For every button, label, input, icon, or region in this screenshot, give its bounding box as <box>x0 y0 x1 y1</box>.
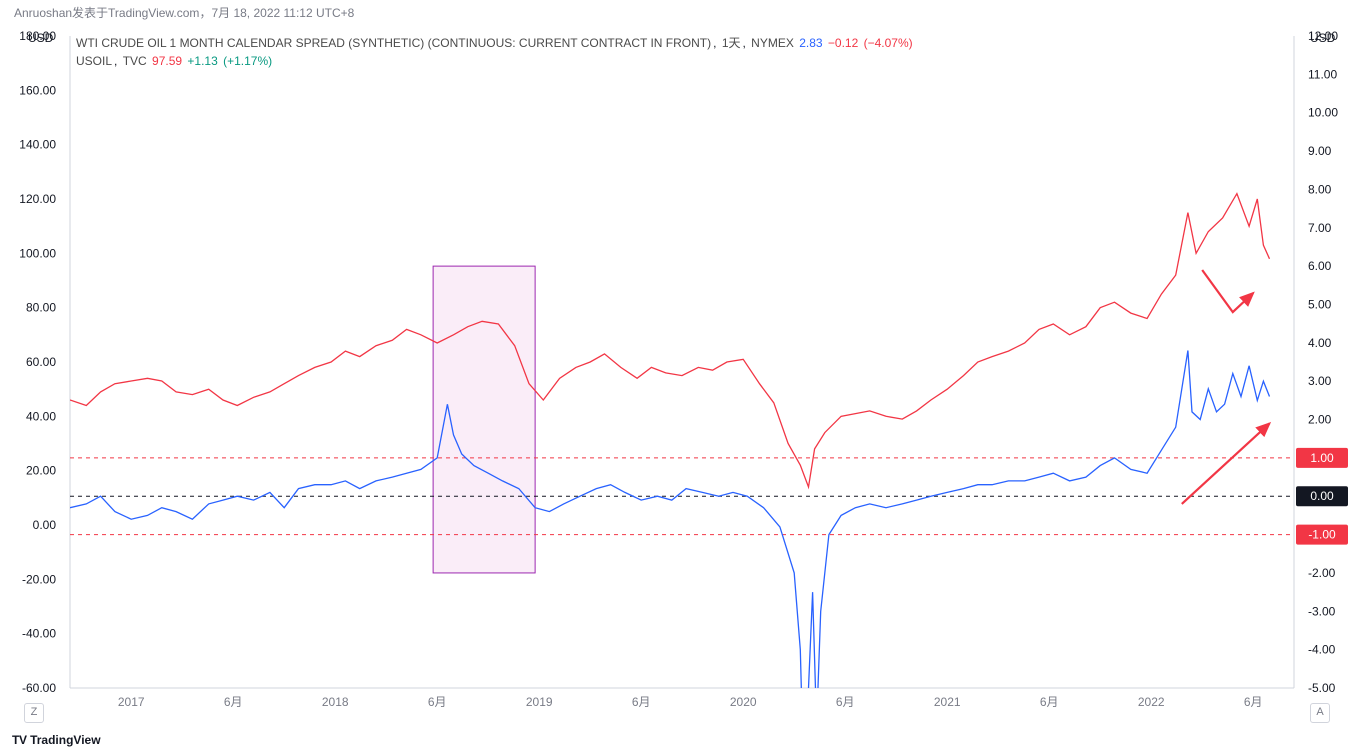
legend-row-2[interactable]: USOIL, TVC 97.59 +1.13 (+1.17%) <box>76 52 915 70</box>
svg-text:2020: 2020 <box>730 695 757 709</box>
svg-text:0.00: 0.00 <box>33 518 57 532</box>
svg-text:0.00: 0.00 <box>1310 489 1334 503</box>
svg-text:2019: 2019 <box>526 695 553 709</box>
svg-text:-4.00: -4.00 <box>1308 643 1336 657</box>
legend1-change: −0.12 <box>828 36 858 50</box>
svg-text:-1.00: -1.00 <box>1308 528 1336 542</box>
left-scale-button[interactable]: Z <box>24 703 44 723</box>
svg-text:6月: 6月 <box>224 695 243 709</box>
tv-mark-icon: TV <box>12 733 27 747</box>
svg-text:9.00: 9.00 <box>1308 144 1332 158</box>
svg-text:6月: 6月 <box>836 695 855 709</box>
svg-text:7.00: 7.00 <box>1308 221 1332 235</box>
svg-text:6月: 6月 <box>1040 695 1059 709</box>
svg-text:60.00: 60.00 <box>26 355 56 369</box>
svg-text:6月: 6月 <box>1244 695 1263 709</box>
svg-text:6.00: 6.00 <box>1308 259 1332 273</box>
svg-text:1.00: 1.00 <box>1310 451 1334 465</box>
svg-text:-5.00: -5.00 <box>1308 681 1336 695</box>
svg-text:180.00: 180.00 <box>19 29 56 43</box>
legend1-exchange: NYMEX <box>751 36 794 50</box>
svg-text:2022: 2022 <box>1138 695 1165 709</box>
legend1-last: 2.83 <box>799 36 822 50</box>
legend2-change: +1.13 <box>187 54 217 68</box>
legend2-changepct: (+1.17%) <box>223 54 272 68</box>
svg-text:-2.00: -2.00 <box>1308 566 1336 580</box>
legend-row-1[interactable]: WTI CRUDE OIL 1 MONTH CALENDAR SPREAD (S… <box>76 34 915 52</box>
footer-logo[interactable]: TV TradingView <box>12 733 101 747</box>
svg-text:5.00: 5.00 <box>1308 297 1332 311</box>
svg-text:20.00: 20.00 <box>26 464 56 478</box>
legend1-interval: 1天 <box>722 36 741 50</box>
svg-text:-60.00: -60.00 <box>22 681 56 695</box>
chart-svg: USDUSD-60.00-40.00-20.000.0020.0040.0060… <box>0 28 1354 728</box>
svg-text:-3.00: -3.00 <box>1308 604 1336 618</box>
right-scale-button[interactable]: A <box>1310 703 1330 723</box>
author: Anruoshan发表于 <box>14 6 108 20</box>
svg-text:11.00: 11.00 <box>1308 67 1337 81</box>
svg-text:2021: 2021 <box>934 695 961 709</box>
svg-text:8.00: 8.00 <box>1308 182 1332 196</box>
svg-text:-20.00: -20.00 <box>22 572 56 586</box>
legend2-provider: TVC <box>123 54 147 68</box>
svg-text:6月: 6月 <box>632 695 651 709</box>
svg-text:140.00: 140.00 <box>19 138 56 152</box>
legend2-symbol: USOIL <box>76 54 112 68</box>
svg-text:2.00: 2.00 <box>1308 413 1332 427</box>
timestamp: 7月 18, 2022 11:12 UTC+8 <box>211 6 354 20</box>
svg-text:160.00: 160.00 <box>19 83 56 97</box>
chart-area[interactable]: USDUSD-60.00-40.00-20.000.0020.0040.0060… <box>0 28 1354 727</box>
legend1-title: WTI CRUDE OIL 1 MONTH CALENDAR SPREAD (S… <box>76 36 711 50</box>
legend1-changepct: (−4.07%) <box>864 36 913 50</box>
svg-text:10.00: 10.00 <box>1308 106 1338 120</box>
chart-header: Anruoshan发表于TradingView.com，7月 18, 2022 … <box>0 0 1354 23</box>
svg-text:3.00: 3.00 <box>1308 374 1332 388</box>
svg-text:4.00: 4.00 <box>1308 336 1332 350</box>
source: TradingView.com <box>108 6 199 20</box>
svg-text:6月: 6月 <box>428 695 447 709</box>
svg-text:-40.00: -40.00 <box>22 627 56 641</box>
svg-text:12.00: 12.00 <box>1308 29 1338 43</box>
brand-text: TradingView <box>30 733 100 747</box>
svg-text:2018: 2018 <box>322 695 349 709</box>
chart-legend: WTI CRUDE OIL 1 MONTH CALENDAR SPREAD (S… <box>76 34 915 70</box>
legend2-last: 97.59 <box>152 54 182 68</box>
svg-text:100.00: 100.00 <box>19 246 56 260</box>
svg-text:80.00: 80.00 <box>26 301 56 315</box>
svg-text:120.00: 120.00 <box>19 192 56 206</box>
svg-text:40.00: 40.00 <box>26 409 56 423</box>
svg-text:2017: 2017 <box>118 695 145 709</box>
